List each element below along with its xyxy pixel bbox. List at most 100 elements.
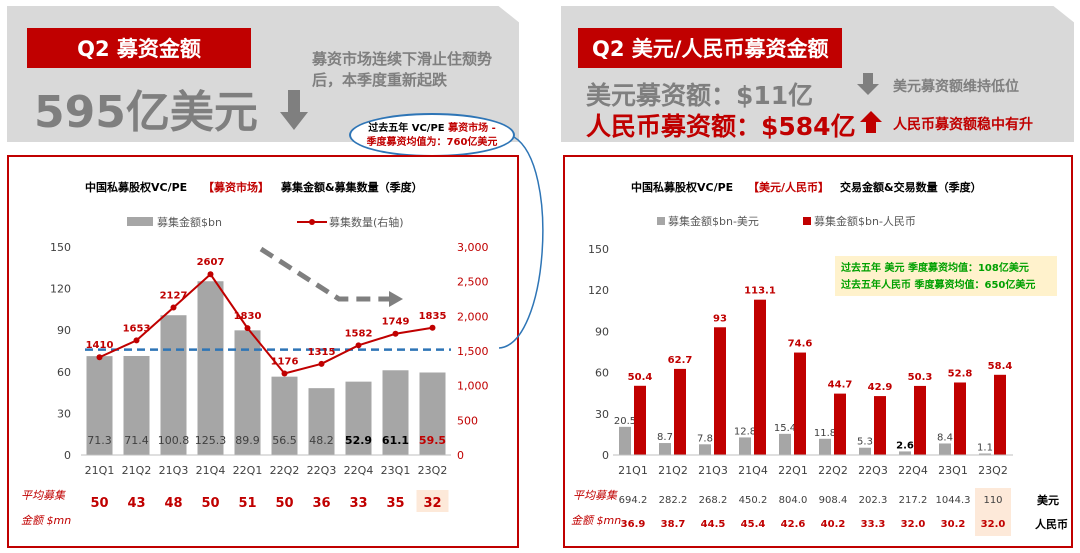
line-point <box>318 360 325 367</box>
avg-fundraising-value: 33 <box>349 496 367 511</box>
bar-rmb <box>954 382 966 455</box>
left-chart-panel: 中国私募股权VC/PE 【募资市场】 募集金额&募集数量（季度） 募集金额$bn… <box>7 155 519 548</box>
y-tick-label: 120 <box>50 283 71 296</box>
bar-fundraising <box>382 370 409 455</box>
line-point <box>207 271 214 278</box>
bar-value-label: 59.5 <box>419 434 446 447</box>
avg-rmb-value: 33.3 <box>861 519 886 530</box>
avg-rmb-value: 32.0 <box>901 519 926 530</box>
x-tick-label: 22Q4 <box>898 464 928 477</box>
avg-fundraising-value: 51 <box>238 496 256 511</box>
y-tick-label: 0 <box>64 449 71 462</box>
bar-usd-label: 8.7 <box>657 432 673 443</box>
y-tick-label: 30 <box>57 407 71 420</box>
line-point <box>170 304 177 311</box>
bar-usd-label: 20.5 <box>614 416 636 427</box>
x-tick-label: 21Q1 <box>618 464 648 477</box>
x-tick-label: 22Q3 <box>858 464 888 477</box>
x-tick-label: 22Q4 <box>344 464 374 477</box>
arrow-down-icon <box>856 72 880 100</box>
bar-rmb <box>994 374 1006 455</box>
avg-rmb-value: 40.2 <box>821 519 846 530</box>
bar-rmb <box>674 368 686 455</box>
annotation-usd: 过去五年 美元 季度募资均值：108亿美元 <box>841 261 1029 274</box>
callout-text-2: 募资市场 - <box>448 123 496 134</box>
x-tick-label: 23Q1 <box>381 464 411 477</box>
avg-fundraising-value: 50 <box>90 496 108 511</box>
x-tick-label: 23Q2 <box>978 464 1008 477</box>
x-tick-label: 22Q1 <box>233 464 263 477</box>
legend-rmb-label: 募集金额$bn-人民币 <box>814 214 916 228</box>
x-tick-label: 21Q4 <box>738 464 768 477</box>
y2-tick-label: 3,000 <box>457 241 489 254</box>
bar-fundraising <box>345 381 372 455</box>
avg-usd-value: 908.4 <box>819 495 848 506</box>
y-tick-label: 90 <box>595 325 609 338</box>
x-tick-label: 22Q2 <box>270 464 300 477</box>
bar-usd <box>779 433 791 455</box>
left-chart: 中国私募股权VC/PE 【募资市场】 募集金额&募集数量（季度） 募集金额$bn… <box>21 180 489 527</box>
bar-rmb-label: 50.4 <box>628 372 653 383</box>
x-tick-label: 21Q3 <box>698 464 728 477</box>
legend-usd-swatch <box>657 217 665 225</box>
bar-fundraising <box>271 376 298 455</box>
bar-rmb-label: 52.8 <box>948 368 973 379</box>
bar-rmb-label: 74.6 <box>788 339 813 350</box>
right-row-label-2: 金额 $mn <box>571 514 621 527</box>
bar-usd <box>739 437 751 455</box>
bar-usd-label: 15.4 <box>774 423 796 434</box>
bar-fundraising <box>123 355 150 455</box>
x-tick-label: 23Q1 <box>938 464 968 477</box>
bar-rmb <box>914 385 926 455</box>
right-chart-title-1: 中国私募股权VC/PE <box>631 180 733 194</box>
left-row-label-1: 平均募集 <box>21 489 66 502</box>
avg-fundraising-value: 43 <box>127 496 145 511</box>
y-tick-label: 60 <box>595 367 609 380</box>
right-row-label-1: 平均募集 <box>573 489 618 502</box>
bar-usd <box>819 438 831 455</box>
avg-rmb-value: 36.9 <box>621 519 646 530</box>
line-point <box>96 354 103 361</box>
bar-value-label: 89.9 <box>235 434 260 447</box>
avg-usd-value: 804.0 <box>779 495 808 506</box>
line-point <box>281 370 288 377</box>
bar-value-label: 125.3 <box>195 434 227 447</box>
highlight-cell <box>416 490 449 512</box>
left-big-value-text: 595亿美元 <box>34 87 258 138</box>
bar-rmb-label: 58.4 <box>988 361 1013 372</box>
bar-usd <box>699 444 711 455</box>
trend-arrowhead <box>389 291 403 307</box>
avg-rmb-value: 38.7 <box>661 519 686 530</box>
bar-usd <box>979 453 991 455</box>
average-annotation-box <box>835 256 1057 296</box>
bar-fundraising <box>160 315 187 455</box>
x-tick-label: 21Q2 <box>658 464 688 477</box>
left-chart-title-3: 募集金额&募集数量（季度） <box>280 180 423 194</box>
avg-usd-value: 268.2 <box>699 495 728 506</box>
callout-text-1: 过去五年 VC/PE <box>368 123 449 134</box>
avg-rmb-value: 30.2 <box>941 519 966 530</box>
avg-fundraising-value: 48 <box>164 496 182 511</box>
legend-line-label: 募集数量(右轴) <box>329 215 404 229</box>
x-tick-label: 22Q1 <box>778 464 808 477</box>
left-tag: Q2 募资金额 <box>27 28 251 68</box>
bar-fundraising <box>197 281 224 455</box>
legend-usd-label: 募集金额$bn-美元 <box>668 214 759 228</box>
bar-rmb-label: 93 <box>713 313 727 324</box>
trend-arrow <box>259 246 389 302</box>
y-tick-label: 0 <box>602 449 609 462</box>
x-tick-label: 21Q2 <box>122 464 152 477</box>
right-chart-panel: 中国私募股权VC/PE 【美元/人民币】 交易金额&交易数量（季度） 募集金额$… <box>563 155 1073 548</box>
y-tick-label: 150 <box>588 243 609 256</box>
y2-tick-label: 2,500 <box>457 276 489 289</box>
line-value-label: 1410 <box>86 340 114 351</box>
legend-rmb-swatch <box>803 217 811 225</box>
average-callout: 过去五年 VC/PE 募资市场 - 季度募资均值为：760亿美元 <box>349 113 515 157</box>
line-value-label: 1315 <box>308 347 336 358</box>
left-big-value: 595亿美元 <box>34 76 309 143</box>
bar-fundraising <box>234 330 261 455</box>
bar-usd <box>619 426 631 455</box>
bar-usd-label: 7.8 <box>697 433 713 444</box>
line-value-label: 1830 <box>234 311 262 322</box>
left-chart-title-2: 【募资市场】 <box>203 180 269 194</box>
